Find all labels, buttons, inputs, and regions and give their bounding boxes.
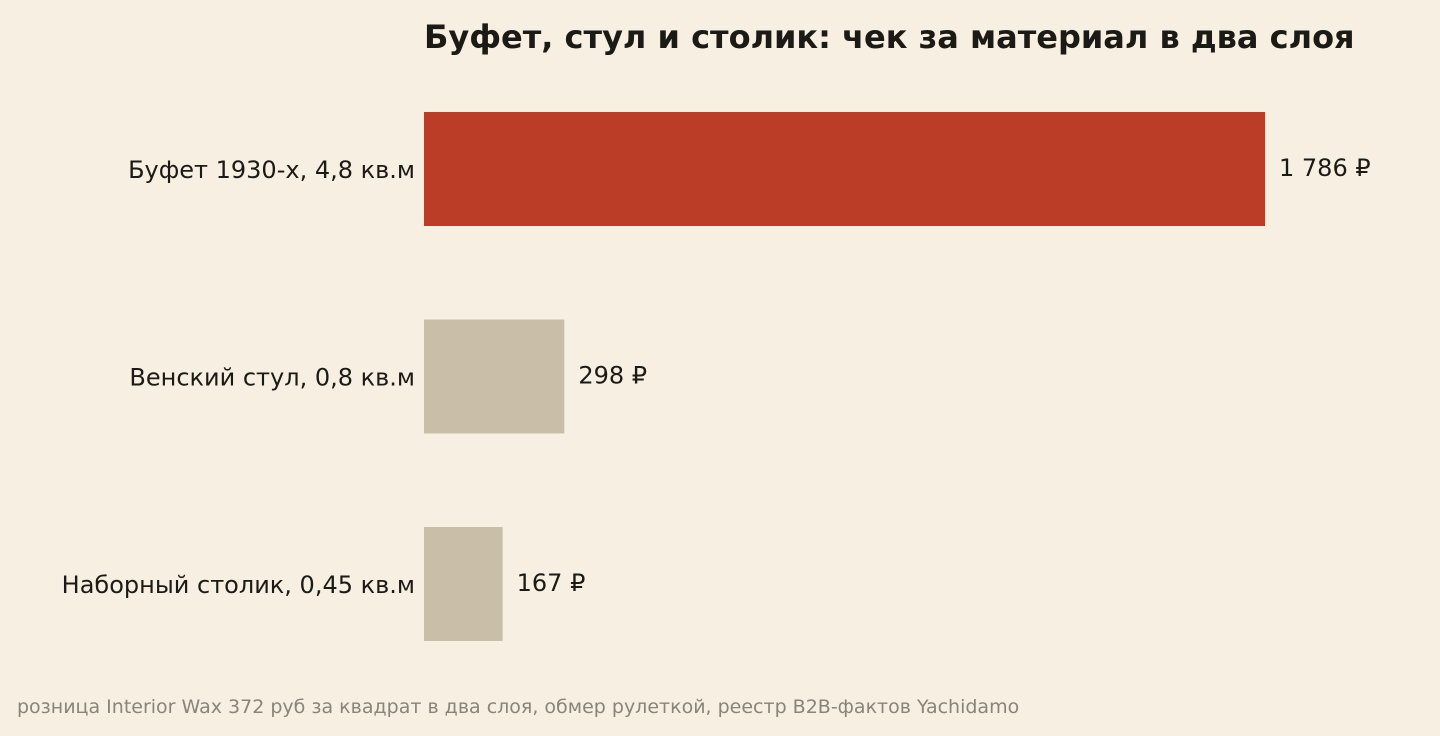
chart-title: Буфет, стул и столик: чек за материал в … <box>424 18 1355 56</box>
value-label-1: 1 786 ₽ <box>1279 154 1371 182</box>
bar-2 <box>424 319 565 434</box>
category-label-3: Наборный столик, 0,45 кв.м <box>62 571 415 599</box>
bar-3 <box>424 527 503 641</box>
value-label-2: 298 ₽ <box>578 362 647 390</box>
category-label-1: Буфет 1930-х, 4,8 кв.м <box>128 156 415 184</box>
category-label-2: Венский стул, 0,8 кв.м <box>129 364 415 392</box>
bar-1 <box>424 112 1265 226</box>
source-note: розница Interior Wax 372 руб за квадрат … <box>17 696 1020 718</box>
value-label-3: 167 ₽ <box>517 569 586 597</box>
